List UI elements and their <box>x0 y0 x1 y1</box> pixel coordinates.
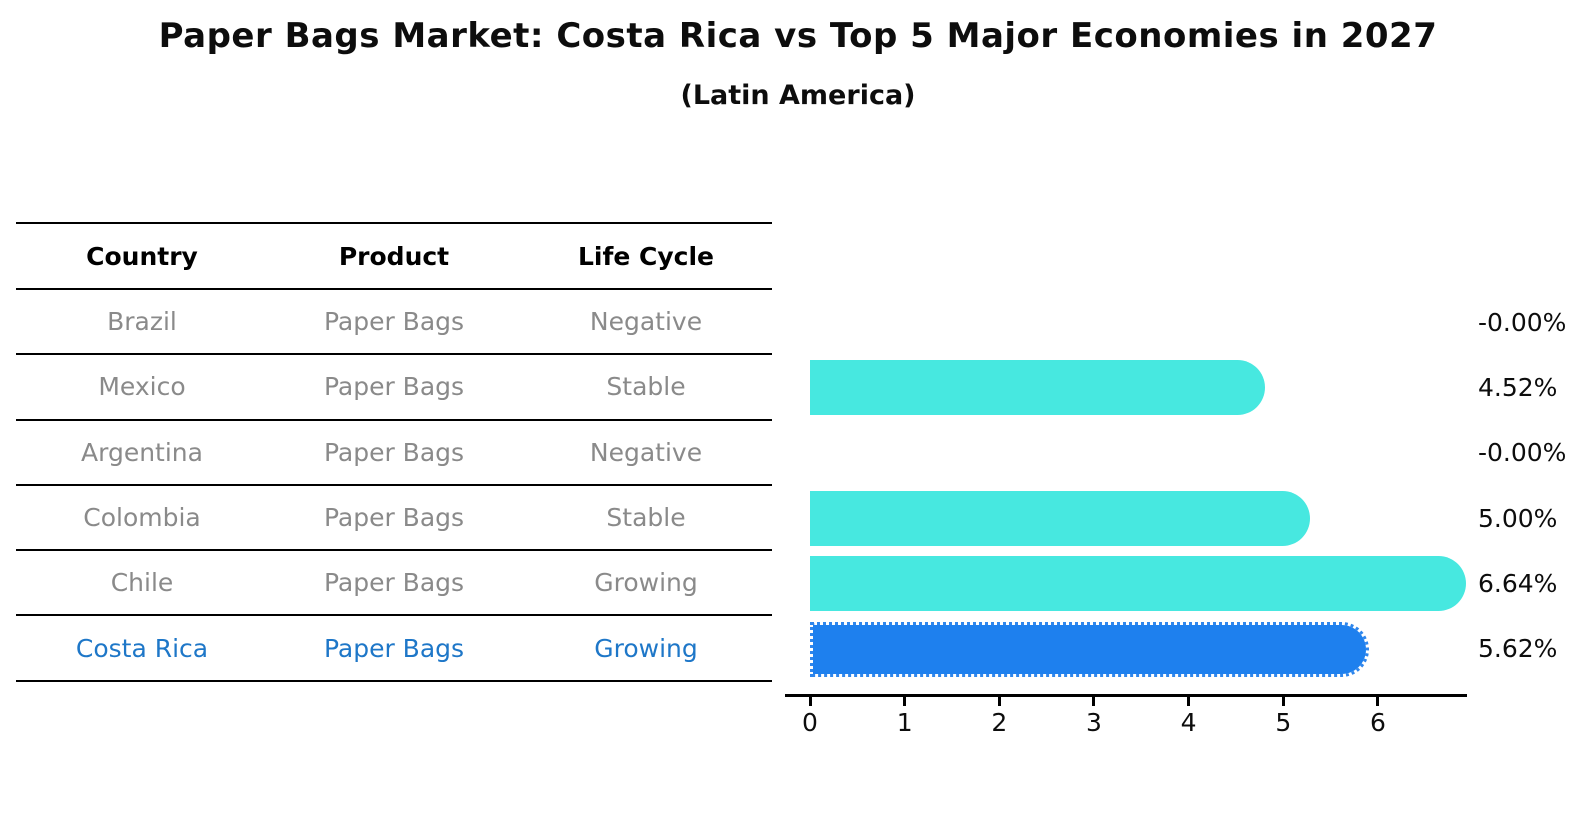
table-cell-country: Brazil <box>107 307 177 337</box>
table-row: Brazil Paper Bags Negative <box>16 290 772 356</box>
x-axis-tick-label: 4 <box>1180 708 1197 737</box>
bar-value-label: -0.00% <box>1478 438 1567 468</box>
table-cell-product: Paper Bags <box>323 568 465 598</box>
table-cell-product: Paper Bags <box>323 437 465 467</box>
bar-chile <box>810 556 1466 612</box>
x-axis-tick-label: 3 <box>1086 708 1102 737</box>
bar-value-label: 6.64% <box>1478 568 1558 598</box>
table-cell-lifecycle: Negative <box>589 437 703 467</box>
x-axis-tick-mark <box>1187 697 1191 706</box>
x-axis-line <box>785 694 1467 697</box>
chart-subtitle: (Latin America) <box>680 80 916 111</box>
bar-value-label: 4.52% <box>1478 372 1558 402</box>
x-axis-tick-label: 2 <box>991 708 1008 737</box>
country-table: Country Product Life Cycle Brazil Paper … <box>16 222 772 682</box>
x-axis-tick-mark <box>903 697 907 706</box>
table-row: Chile Paper Bags Growing <box>16 551 772 617</box>
x-axis-tick-label: 0 <box>802 708 818 737</box>
x-axis-tick-label: 1 <box>896 708 913 737</box>
table-cell-lifecycle: Growing <box>594 568 698 598</box>
x-axis-tick-mark <box>1092 697 1096 706</box>
x-axis-tick-mark <box>808 697 812 706</box>
table-row: Mexico Paper Bags Stable <box>16 355 772 421</box>
table-cell-product: Paper Bags <box>323 503 465 533</box>
bar-mexico <box>810 360 1265 416</box>
table-cell-lifecycle: Stable <box>606 503 686 533</box>
table-header-lifecycle: Life Cycle <box>577 241 715 271</box>
table-cell-lifecycle: Growing <box>594 633 698 663</box>
table-cell-product: Paper Bags <box>323 372 465 402</box>
bar-colombia <box>810 491 1311 546</box>
table-cell-product: Paper Bags <box>323 307 465 337</box>
table-cell-country: Costa Rica <box>75 633 209 663</box>
x-axis-tick-label: 5 <box>1275 708 1292 737</box>
table-cell-lifecycle: Stable <box>606 372 686 402</box>
table-header-country: Country <box>86 241 198 271</box>
bar-value-label: -0.00% <box>1478 307 1567 337</box>
table-cell-country: Chile <box>110 568 174 598</box>
table-cell-country: Colombia <box>83 503 201 533</box>
table-cell-lifecycle: Negative <box>589 307 703 337</box>
table-row: Colombia Paper Bags Stable <box>16 486 772 552</box>
table-cell-product: Paper Bags <box>323 633 465 663</box>
table-cell-country: Argentina <box>81 437 203 467</box>
table-body: Brazil Paper Bags Negative Mexico Paper … <box>16 290 772 682</box>
table-cell-country: Mexico <box>98 372 186 402</box>
table-header-product: Product <box>338 241 450 271</box>
bar-value-label: 5.62% <box>1478 634 1558 664</box>
x-axis-tick-mark <box>1281 697 1285 706</box>
chart-title: Paper Bags Market: Costa Rica vs Top 5 M… <box>158 16 1438 56</box>
x-axis-tick-mark <box>997 697 1001 706</box>
x-axis-tick-label: 6 <box>1370 708 1386 737</box>
x-axis-tick-mark <box>1376 697 1380 706</box>
bar-value-label: 5.00% <box>1478 503 1558 533</box>
table-header-row: Country Product Life Cycle <box>16 224 772 290</box>
table-row: Costa Rica Paper Bags Growing <box>16 616 772 682</box>
table-row: Argentina Paper Bags Negative <box>16 421 772 486</box>
bar-costa-rica <box>810 621 1369 677</box>
